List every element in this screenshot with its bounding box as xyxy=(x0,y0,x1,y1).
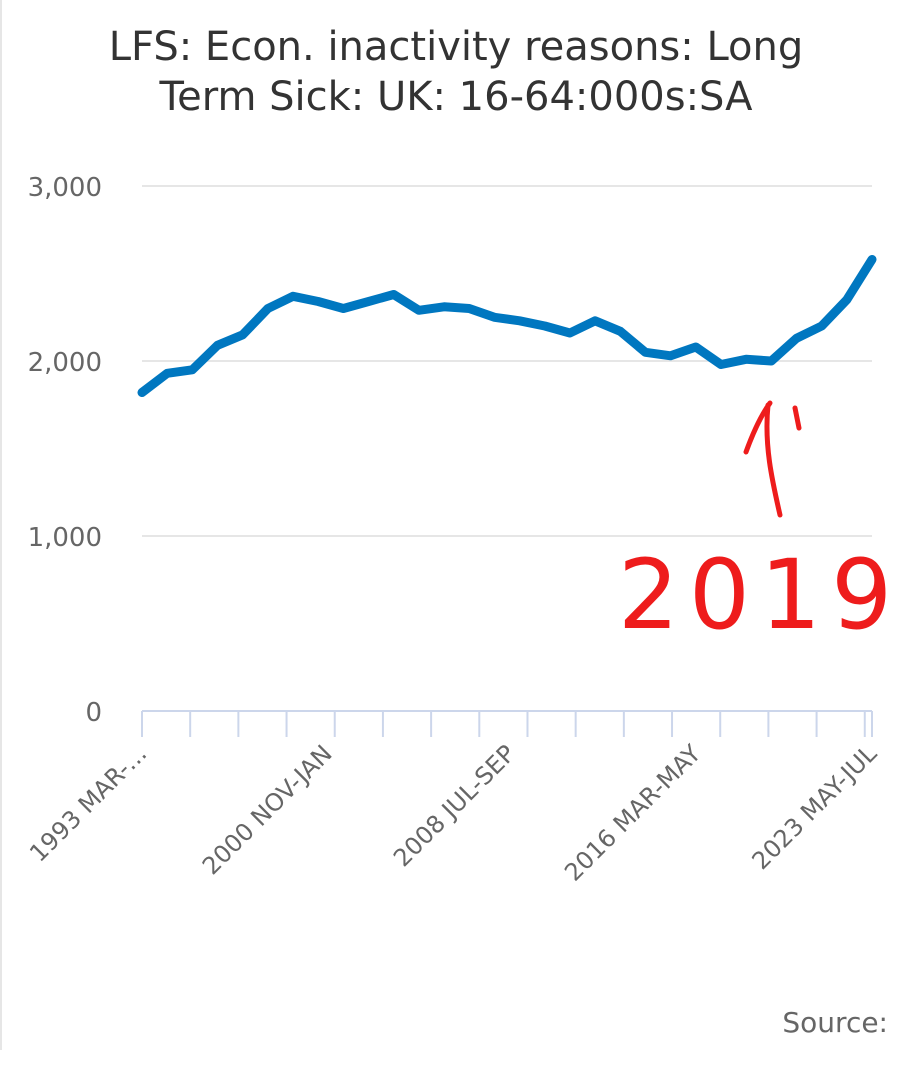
annotation-2019: 2019 xyxy=(618,400,902,651)
annotation-arrow-shaft xyxy=(764,402,783,518)
x-tick-label: 2000 NOV-JAN xyxy=(197,739,338,880)
chart-title: LFS: Econ. inactivity reasons: Long Term… xyxy=(0,22,912,122)
x-axis: 1993 MAR-... 2000 NOV-JAN 2008 JUL-SEP 2016… xyxy=(24,710,883,887)
annotation-label: 2019 xyxy=(618,539,902,651)
y-tick-label: 3,000 xyxy=(28,173,102,203)
y-tick-label: 2,000 xyxy=(28,348,102,378)
series-line xyxy=(137,255,877,397)
chart-title-line-1: LFS: Econ. inactivity reasons: Long xyxy=(108,24,804,70)
y-tick-label: 1,000 xyxy=(28,523,102,553)
x-tick-label: 2008 JUL-SEP xyxy=(388,739,521,872)
annotation-arrow-head xyxy=(743,400,802,455)
y-tick-label: 0 xyxy=(85,698,102,728)
source-label: Source: xyxy=(782,1006,888,1039)
x-tick-label: 2016 MAR-MAY xyxy=(559,739,706,886)
y-axis-labels: 3,000 2,000 1,000 0 xyxy=(28,173,102,728)
chart-title-line-2: Term Sick: UK: 16-64:000s:SA xyxy=(159,74,753,120)
series-group xyxy=(137,255,877,397)
x-tick-label: 1993 MAR-... xyxy=(24,739,152,867)
x-tick-label: 2023 MAY-JUL xyxy=(747,739,883,875)
left-border xyxy=(0,0,2,1050)
